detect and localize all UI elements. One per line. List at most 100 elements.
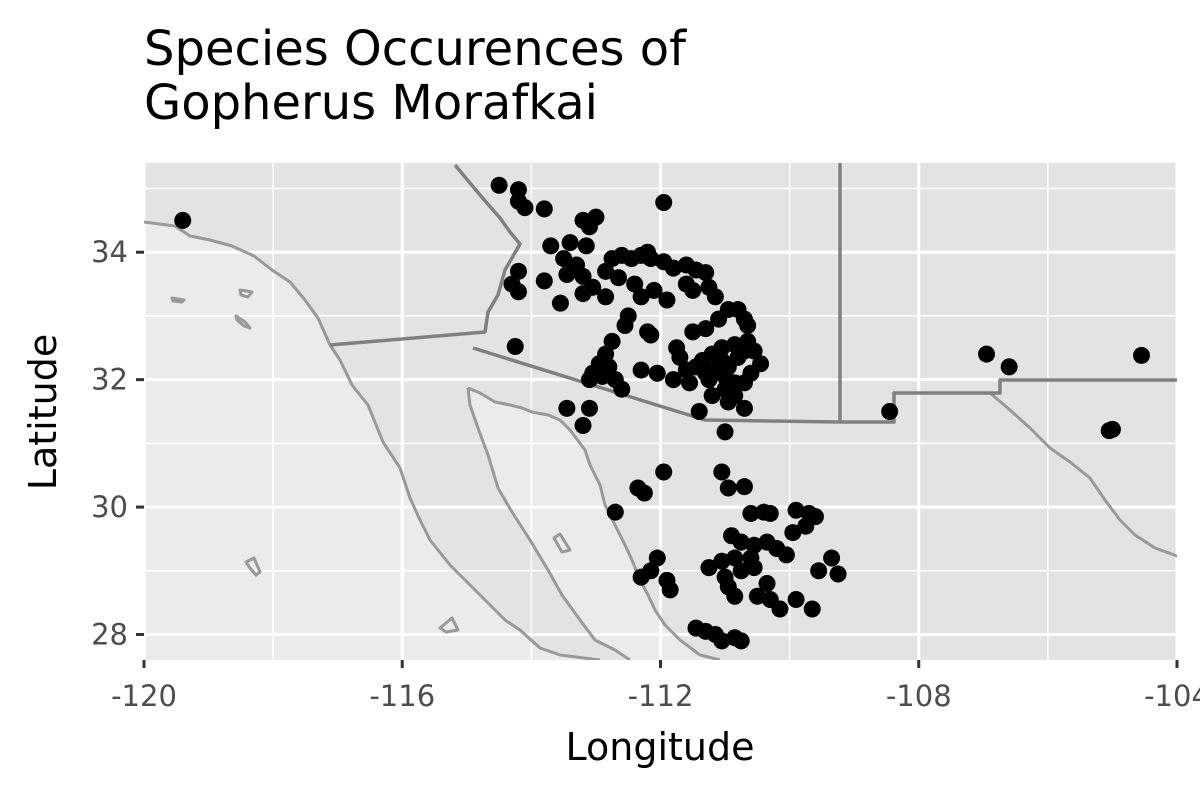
coastline-gulf-west xyxy=(466,387,631,660)
occurrence-point xyxy=(509,283,527,301)
occurrence-point xyxy=(535,200,553,218)
occurrence-point xyxy=(655,463,673,481)
map-layer xyxy=(144,163,1177,660)
occurrence-point xyxy=(742,504,760,522)
coastline-texas xyxy=(989,391,1177,558)
island-3 xyxy=(234,314,252,330)
x-tick-label: -116 xyxy=(369,679,435,713)
occurrence-point xyxy=(632,568,650,586)
occurrence-point xyxy=(1000,358,1018,376)
occurrence-point xyxy=(690,403,708,420)
occurrence-point xyxy=(735,342,753,360)
occurrence-point xyxy=(542,237,560,255)
page-title: Species Occurences of Gopherus Morafkai xyxy=(144,22,1044,130)
occurrence-point xyxy=(713,463,731,481)
occurrence-point xyxy=(797,517,815,535)
occurrence-point xyxy=(648,549,666,567)
occurrence-point xyxy=(639,243,657,261)
occurrence-point xyxy=(561,234,579,252)
occurrence-point xyxy=(784,524,802,542)
occurrence-point xyxy=(684,323,702,341)
y-tick-label: 30 xyxy=(91,490,128,524)
occurrence-point xyxy=(710,310,728,328)
occurrence-point xyxy=(697,364,715,382)
occurrence-point xyxy=(509,262,527,280)
occurrence-point xyxy=(706,288,724,306)
island-6 xyxy=(552,532,572,554)
occurrence-point xyxy=(758,575,776,593)
occurrence-point xyxy=(632,288,650,306)
x-tick-label: -108 xyxy=(886,679,952,713)
occurrence-point xyxy=(684,281,702,299)
occurrence-point xyxy=(771,600,789,618)
occurrence-point xyxy=(810,562,828,580)
occurrence-point xyxy=(726,549,744,567)
occurrence-point xyxy=(735,399,753,417)
occurrence-point xyxy=(597,288,615,306)
occurrence-point xyxy=(490,176,508,194)
occurrence-point xyxy=(174,211,192,229)
occurrence-point xyxy=(610,269,628,287)
title-line-1: Species Occurences of xyxy=(144,21,687,77)
occurrence-point xyxy=(978,345,996,363)
occurrence-point xyxy=(613,380,631,398)
occurrence-point xyxy=(574,417,592,435)
occurrence-point xyxy=(603,332,621,350)
occurrence-point xyxy=(616,316,634,334)
occurrence-point xyxy=(506,338,524,356)
occurrence-point xyxy=(551,294,569,312)
occurrence-point xyxy=(732,533,750,551)
occurrence-point xyxy=(626,275,644,293)
border-us-mexico xyxy=(329,163,522,347)
axis-ticks xyxy=(136,250,1179,668)
island-5 xyxy=(438,616,460,634)
occurrence-point xyxy=(1103,420,1121,438)
occurrence-point xyxy=(719,393,737,411)
occurrence-point xyxy=(761,504,779,522)
occurrence-point xyxy=(697,264,715,282)
occurrence-point xyxy=(555,250,573,268)
occurrence-point xyxy=(558,266,576,284)
occurrence-point xyxy=(535,272,553,290)
occurrence-point xyxy=(745,559,763,577)
occurrence-point xyxy=(632,361,650,379)
occurrence-point xyxy=(803,600,821,618)
occurrence-point xyxy=(655,194,673,212)
occurrence-point xyxy=(703,387,721,405)
occurrence-point xyxy=(664,371,682,389)
occurrence-point xyxy=(777,546,795,564)
occurrence-point xyxy=(697,320,715,338)
occurrence-point xyxy=(739,316,757,334)
island-1 xyxy=(170,296,186,304)
occurrence-point xyxy=(787,590,805,608)
occurrence-point xyxy=(748,587,766,605)
occurrence-point xyxy=(639,323,657,341)
occurrence-point xyxy=(661,581,679,599)
occurrence-point xyxy=(719,578,737,596)
occurrence-point xyxy=(580,399,598,417)
occurrence-point xyxy=(881,403,899,420)
x-tick-label: -120 xyxy=(111,679,177,713)
occurrence-point xyxy=(635,484,653,502)
occurrence-point xyxy=(597,262,615,280)
occurrence-point xyxy=(829,565,847,583)
occurrence-point xyxy=(752,355,770,373)
x-tick-label: -104 xyxy=(1144,679,1200,713)
occurrence-point xyxy=(648,364,666,382)
occurrence-points xyxy=(174,176,1150,650)
occurrence-point xyxy=(606,503,624,521)
occurrence-point xyxy=(600,358,618,376)
occurrence-point xyxy=(558,399,576,417)
occurrence-point xyxy=(584,278,602,296)
y-tick-label: 32 xyxy=(91,363,128,397)
island-2 xyxy=(238,288,254,299)
ocean-pacific xyxy=(144,222,600,660)
title-line-2: Gopherus Morafkai xyxy=(144,75,598,131)
occurrence-point xyxy=(700,559,718,577)
occurrence-point xyxy=(716,423,734,441)
occurrence-point xyxy=(645,281,663,299)
y-tick-label: 34 xyxy=(91,235,128,269)
occurrence-point xyxy=(823,549,841,567)
occurrence-point xyxy=(745,536,763,554)
